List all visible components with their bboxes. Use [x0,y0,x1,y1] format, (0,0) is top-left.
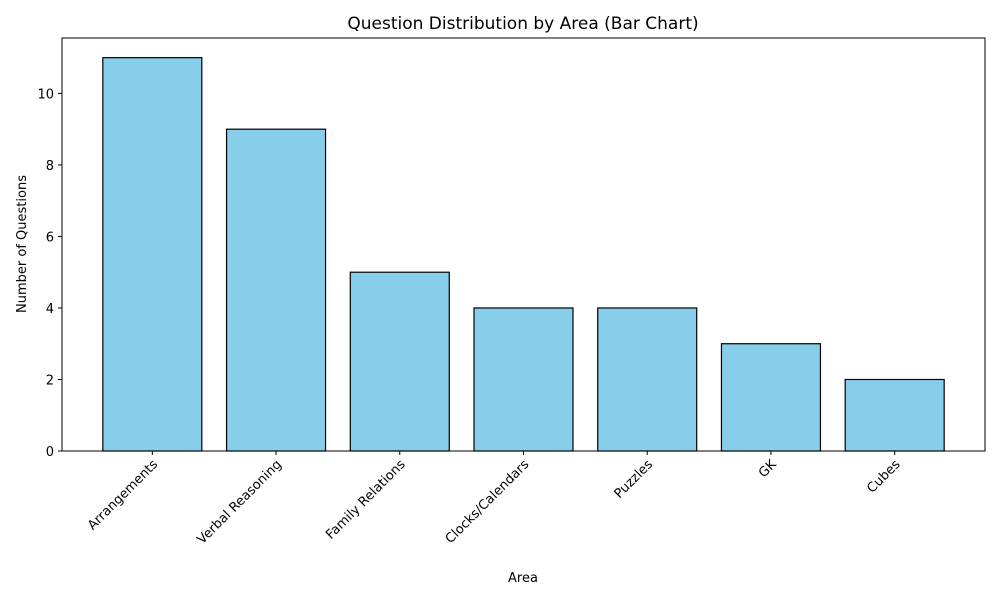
y-tick-label: 10 [37,87,54,102]
bar-gk [720,343,822,452]
bar-clocks-calendars [473,307,574,452]
x-tick-label: Arrangements [85,457,161,533]
bar-family-relations [349,271,450,452]
y-axis-label: Number of Questions [15,175,30,313]
x-tick-label: Puzzles [612,457,657,502]
y-tick-label: 6 [46,230,54,245]
bars-layer [102,57,945,452]
bar-puzzles [597,307,698,452]
chart-title: Question Distribution by Area (Bar Chart… [347,14,698,34]
y-tick-label: 8 [46,159,54,174]
x-tick-label: Cubes [864,457,903,496]
x-tick-label: Verbal Reasoning [195,457,285,547]
bar-arrangements [102,57,203,452]
y-tick-label: 4 [46,302,54,317]
x-tick-label: GK [756,457,780,481]
y-tick-label: 2 [46,373,54,388]
x-axis: Arrangements Verbal Reasoning Family Relat… [85,451,904,547]
y-tick-label: 0 [46,445,54,460]
bar-cubes [844,378,945,452]
y-axis: 0 2 4 6 8 10 [37,87,62,460]
bar-verbal-reasoning [225,128,327,452]
x-axis-label: Area [508,571,538,586]
x-tick-label: Clocks/Calendars [443,457,533,547]
x-tick-label: Family Relations [323,457,408,542]
